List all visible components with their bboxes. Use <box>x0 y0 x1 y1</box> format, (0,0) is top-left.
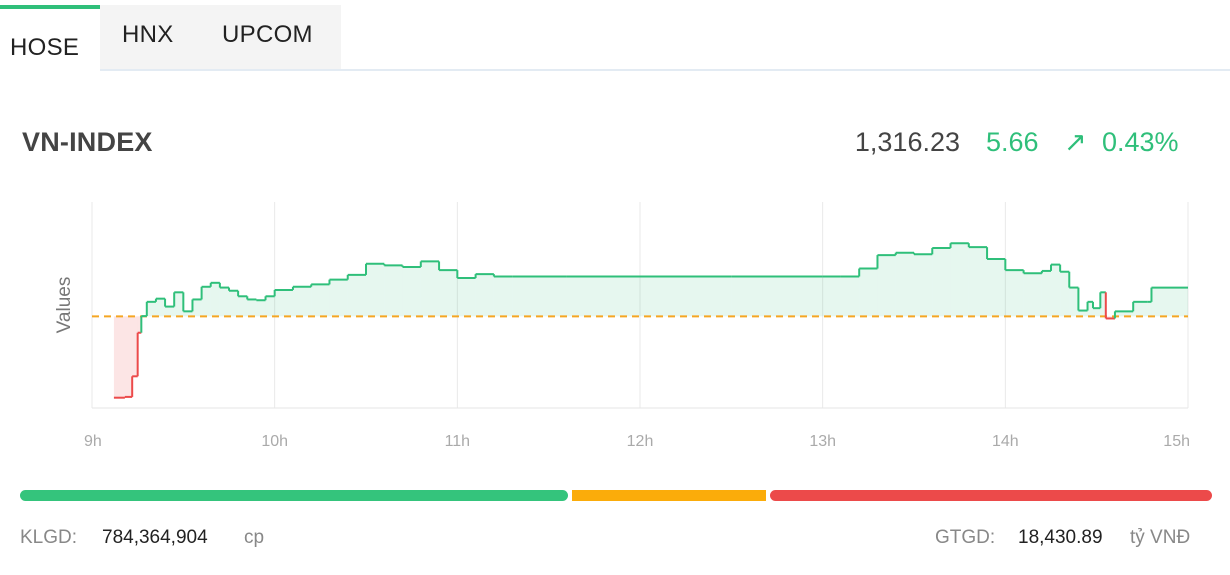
area-segment <box>439 270 458 317</box>
x-tick-label: 12h <box>627 433 654 450</box>
area-segment <box>914 254 933 317</box>
area-segment <box>256 300 266 317</box>
area-segment <box>566 276 640 317</box>
area-segment <box>968 247 988 317</box>
tabs-divider <box>100 69 1230 71</box>
volume-unit: cp <box>244 527 265 548</box>
area-segment <box>132 316 138 377</box>
area-segment <box>384 265 403 317</box>
x-tick-label: 15h <box>1163 433 1190 450</box>
area-segment <box>877 255 896 317</box>
area-segment <box>859 268 878 317</box>
volume-value: 784,364,904 <box>102 527 208 548</box>
area-segment <box>210 282 220 317</box>
y-axis-label: Values <box>54 277 75 334</box>
area-segment <box>229 290 239 317</box>
area-segment <box>1005 270 1024 317</box>
x-tick-label: 10h <box>261 433 288 450</box>
area-segment <box>457 278 476 317</box>
area-segment <box>1060 271 1070 317</box>
area-segment <box>1133 301 1148 317</box>
area-segment <box>329 279 348 317</box>
area-segment <box>165 306 175 317</box>
area-segment <box>1151 287 1188 317</box>
area-segment <box>1147 301 1152 317</box>
area-segment <box>1105 316 1115 319</box>
tab-upcom[interactable]: UPCOM <box>222 5 322 69</box>
area-segment <box>1114 311 1134 317</box>
area-segment <box>192 299 202 317</box>
area-segment <box>174 292 184 317</box>
area-segment <box>124 316 133 397</box>
area-segment <box>822 276 841 317</box>
x-tick-label: 13h <box>809 433 836 450</box>
area-segment <box>1078 310 1088 317</box>
x-tick-label: 11h <box>445 433 471 450</box>
area-segment <box>347 274 366 317</box>
area-segment <box>1093 308 1101 317</box>
tab-bar-background <box>100 5 341 69</box>
index-change: 5.66 <box>986 127 1039 157</box>
area-segment <box>512 276 567 317</box>
index-intraday-chart: 9h 10h 11h 12h 13h 14h 15h Values <box>54 202 1190 450</box>
exchange-tabs: HOSE HNX UPCOM <box>0 5 1230 71</box>
breadth-flat-bar <box>572 490 766 501</box>
area-segment <box>137 316 142 333</box>
tab-hose[interactable]: HOSE <box>0 5 100 69</box>
tab-hnx-label: HNX <box>122 21 174 48</box>
trade-value: 18,430.89 <box>1018 527 1103 548</box>
trade-value-unit: tỷ VNĐ <box>1130 527 1191 548</box>
area-segment <box>1051 264 1061 317</box>
area-segment <box>475 274 494 317</box>
area-segment <box>402 266 421 317</box>
area-segment <box>146 301 156 317</box>
area-segment <box>493 276 513 317</box>
area-segment <box>219 287 229 317</box>
area-segment <box>292 286 312 317</box>
trade-value-label: GTGD: <box>935 527 996 548</box>
index-change-percent: 0.43% <box>1102 127 1179 157</box>
x-axis-ticks: 9h 10h 11h 12h 13h 14h 15h <box>84 433 1190 450</box>
area-segment <box>274 289 293 317</box>
tab-upcom-label: UPCOM <box>222 21 313 48</box>
area-segment <box>840 276 860 317</box>
area-segment <box>950 243 969 317</box>
breadth-up-bar <box>20 490 568 501</box>
area-segment <box>155 298 166 317</box>
area-segment <box>1069 287 1079 317</box>
tab-hose-label: HOSE <box>10 34 80 61</box>
area-segment <box>895 252 914 317</box>
volume-label: KLGD: <box>20 527 78 548</box>
breadth-down-bar <box>770 490 1212 501</box>
area-segment <box>265 296 275 317</box>
x-tick-label: 9h <box>84 433 102 450</box>
area-segment <box>731 276 823 317</box>
x-tick-label: 14h <box>992 433 1019 450</box>
area-segment <box>238 296 248 317</box>
area-segment <box>932 247 951 317</box>
area-segment <box>640 276 732 317</box>
area-segment <box>201 286 211 317</box>
area-segment <box>420 261 440 317</box>
area-segment <box>1087 301 1094 317</box>
area-segment <box>183 311 193 317</box>
area-segment <box>311 284 330 317</box>
trend-up-icon: ↗ <box>1064 127 1087 157</box>
chart-grid <box>91 202 1189 409</box>
index-value: 1,316.23 <box>854 127 960 157</box>
chart-lines <box>113 242 1188 399</box>
area-segment <box>987 259 1006 317</box>
area-segment <box>1041 270 1051 317</box>
area-segment <box>1023 273 1042 317</box>
tab-hnx[interactable]: HNX <box>122 5 182 69</box>
area-segment <box>113 316 125 398</box>
chart-fills <box>113 243 1188 398</box>
area-segment <box>247 299 257 317</box>
index-name: VN-INDEX <box>22 127 153 157</box>
area-segment <box>1100 292 1106 317</box>
area-segment <box>366 263 385 317</box>
